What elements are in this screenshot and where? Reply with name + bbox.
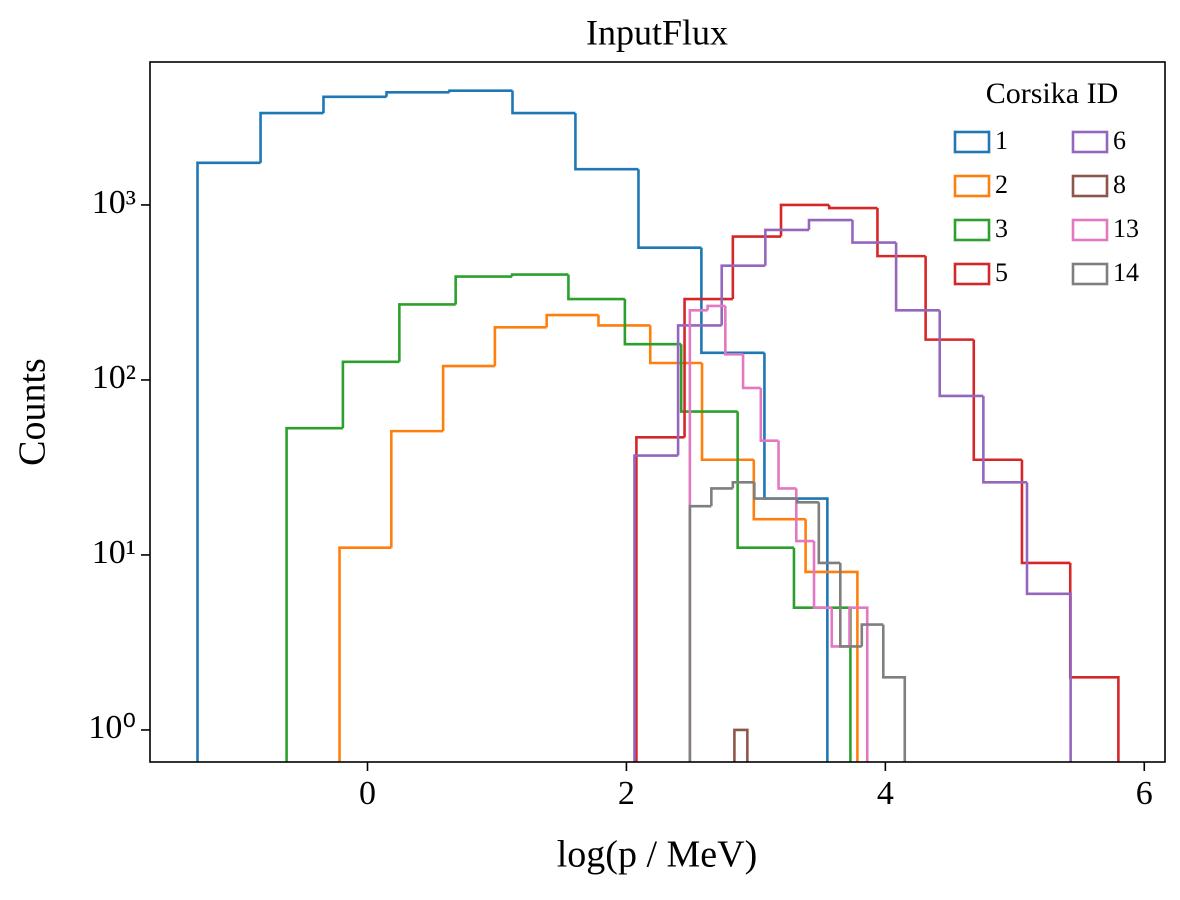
histogram-step <box>938 310 984 398</box>
histogram-step <box>733 728 749 762</box>
histogram-step <box>924 256 974 341</box>
x-tick-label: 4 <box>877 775 894 812</box>
histogram-step <box>511 90 576 115</box>
legend-label: 13 <box>1113 214 1139 243</box>
histogram-step <box>567 274 625 301</box>
histogram-step <box>894 242 940 312</box>
y-tick-label: 10³ <box>92 184 136 221</box>
histogram-step <box>683 297 733 438</box>
legend-swatch <box>953 174 991 198</box>
histogram-step <box>338 546 392 762</box>
histogram-step <box>390 429 444 548</box>
histogram-step <box>688 309 708 762</box>
histogram-step <box>1068 562 1120 762</box>
histogram-step <box>881 624 907 762</box>
histogram-step <box>736 411 794 550</box>
histogram-step <box>635 436 685 762</box>
histogram-step <box>637 169 702 249</box>
histogram-step <box>817 502 841 565</box>
histogram-step <box>398 303 456 362</box>
legend-label: 2 <box>995 170 1008 199</box>
histogram-step <box>454 275 513 305</box>
histogram-step <box>720 264 766 326</box>
histogram-step <box>341 360 400 429</box>
histogram-step <box>982 395 1027 484</box>
histogram-step <box>710 487 733 507</box>
histogram-step <box>724 305 744 356</box>
histogram-step <box>848 606 869 762</box>
legend-swatch <box>1071 130 1109 154</box>
x-axis-label: log(p / MeV) <box>557 834 758 876</box>
histogram-step <box>779 203 830 237</box>
histogram-step <box>259 111 324 163</box>
histogram-step <box>679 344 738 413</box>
legend-swatch <box>953 262 991 286</box>
histogram-step <box>753 482 776 500</box>
histogram-step <box>448 89 513 93</box>
legend-label: 1 <box>995 126 1008 155</box>
histogram-step <box>493 325 547 367</box>
histogram-step <box>545 313 599 328</box>
legend-title: Corsika ID <box>986 77 1118 110</box>
histogram-step <box>764 228 809 266</box>
histogram-step <box>876 208 926 258</box>
histogram-step <box>851 220 897 244</box>
histogram-step <box>510 273 569 277</box>
histogram-step <box>839 562 862 648</box>
legend-swatch <box>953 130 991 154</box>
histogram-step <box>972 339 1022 462</box>
legend-label: 6 <box>1113 126 1126 155</box>
histogram-step <box>285 426 343 762</box>
histogram-step <box>812 541 832 609</box>
histogram-step <box>752 459 806 521</box>
y-tick-label: 10⁰ <box>88 709 136 746</box>
histogram-step <box>196 161 261 762</box>
legend-label: 8 <box>1113 170 1126 199</box>
x-tick-label: 6 <box>1136 775 1153 812</box>
histogram-step <box>759 387 779 442</box>
histogram-step <box>860 623 884 647</box>
legend-swatch <box>953 218 991 242</box>
histogram-step <box>706 304 726 311</box>
legend-label: 5 <box>995 258 1008 287</box>
histogram-step <box>688 504 712 762</box>
histogram-step <box>731 235 782 300</box>
histogram-step <box>1020 459 1071 565</box>
legend-swatch <box>1071 174 1109 198</box>
histogram-step <box>1025 482 1072 762</box>
histogram-step <box>827 204 878 210</box>
legend-label: 14 <box>1113 258 1139 287</box>
histogram-step <box>796 498 819 504</box>
legend-label: 3 <box>995 214 1008 243</box>
histogram-step <box>807 218 853 230</box>
y-axis-label: Counts <box>12 358 54 466</box>
histogram-step <box>700 247 765 355</box>
y-tick-label: 10¹ <box>92 534 136 571</box>
histogram-step <box>574 113 639 171</box>
histogram-step <box>385 91 450 97</box>
chart-title: InputFlux <box>586 12 728 52</box>
x-tick-label: 0 <box>359 775 376 812</box>
histogram-step <box>731 481 755 489</box>
histogram-step <box>777 440 797 490</box>
histogram-step <box>633 454 679 762</box>
histogram-step <box>804 519 859 762</box>
histogram-step <box>623 299 682 346</box>
histogram-step <box>441 364 495 432</box>
histogram-step <box>676 324 722 456</box>
y-tick-label: 10² <box>92 359 136 396</box>
plot-frame <box>149 61 1166 763</box>
legend-swatch <box>1071 262 1109 286</box>
legend-swatch <box>1071 218 1109 242</box>
histogram-step <box>794 488 815 543</box>
x-tick-label: 2 <box>618 775 635 812</box>
histogram-step <box>322 95 387 114</box>
histogram-step <box>597 315 651 327</box>
histogram-step <box>792 547 852 762</box>
histogram-step <box>741 354 761 390</box>
